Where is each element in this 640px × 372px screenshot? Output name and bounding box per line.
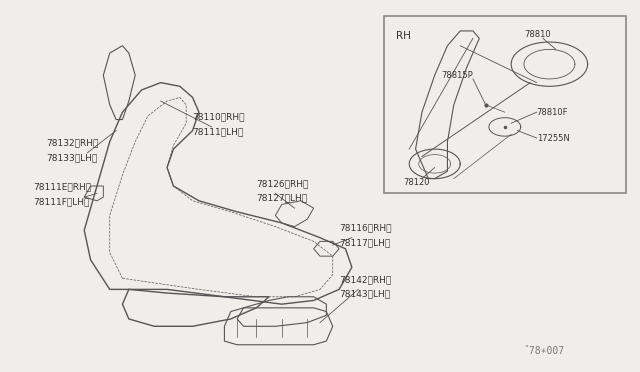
Text: RH: RH (396, 31, 412, 41)
Text: 78120: 78120 (403, 178, 429, 187)
Text: 78117（LH）: 78117（LH） (339, 238, 390, 247)
Text: 78815P: 78815P (441, 71, 473, 80)
Text: 78110（RH）: 78110（RH） (193, 113, 245, 122)
Text: 78810: 78810 (524, 30, 550, 39)
Text: ˇ78∗007: ˇ78∗007 (524, 346, 565, 356)
Text: 78810F: 78810F (537, 108, 568, 117)
Text: 17255N: 17255N (537, 134, 570, 142)
Text: 78127（LH）: 78127（LH） (256, 194, 307, 203)
Text: 78143（LH）: 78143（LH） (339, 290, 390, 299)
Text: 78116（RH）: 78116（RH） (339, 223, 392, 232)
Text: 78111（LH）: 78111（LH） (193, 127, 244, 136)
Text: 78111F（LH）: 78111F（LH） (33, 198, 90, 206)
Text: 78132（RH）: 78132（RH） (46, 138, 99, 147)
Text: 78126（RH）: 78126（RH） (256, 179, 308, 188)
Bar (384, 16, 626, 193)
Text: 78133（LH）: 78133（LH） (46, 153, 97, 162)
Text: 78142（RH）: 78142（RH） (339, 275, 392, 284)
Text: 78111E（RH）: 78111E（RH） (33, 183, 92, 192)
